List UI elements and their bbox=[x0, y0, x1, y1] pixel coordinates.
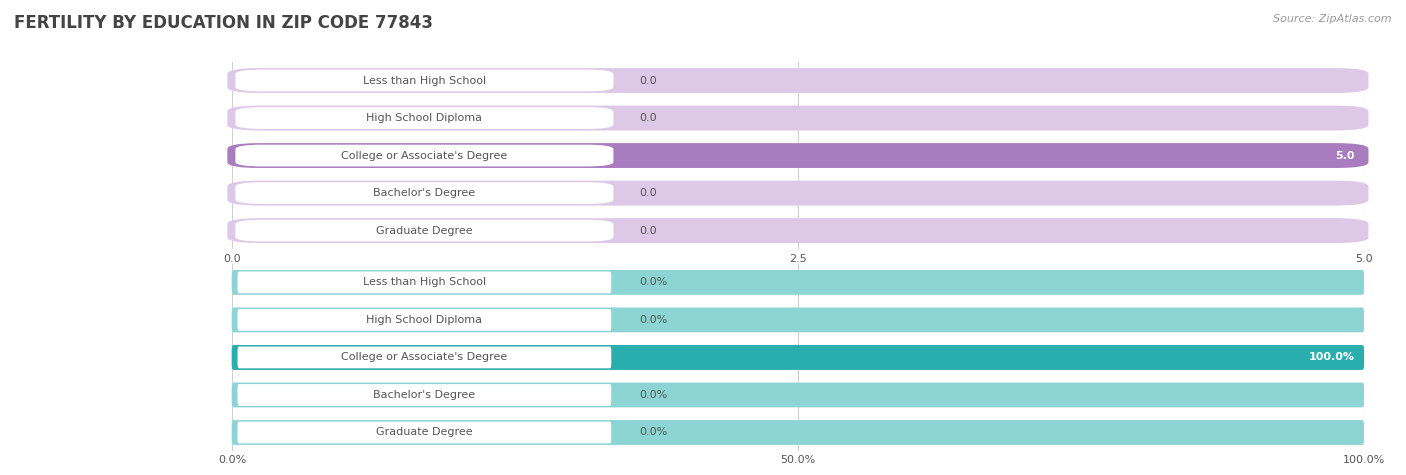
FancyBboxPatch shape bbox=[235, 107, 613, 129]
Text: 5.0: 5.0 bbox=[1336, 151, 1355, 161]
FancyBboxPatch shape bbox=[228, 143, 1368, 168]
FancyBboxPatch shape bbox=[228, 105, 1368, 131]
FancyBboxPatch shape bbox=[228, 180, 1368, 206]
FancyBboxPatch shape bbox=[235, 145, 613, 166]
FancyBboxPatch shape bbox=[228, 218, 1368, 243]
Text: Graduate Degree: Graduate Degree bbox=[375, 226, 472, 236]
Text: 0.0%: 0.0% bbox=[640, 428, 668, 437]
Text: 0.0: 0.0 bbox=[640, 113, 657, 123]
Text: 0.0: 0.0 bbox=[640, 226, 657, 236]
FancyBboxPatch shape bbox=[232, 382, 1364, 408]
Text: Less than High School: Less than High School bbox=[363, 277, 486, 287]
Text: High School Diploma: High School Diploma bbox=[367, 315, 482, 325]
FancyBboxPatch shape bbox=[238, 384, 612, 406]
FancyBboxPatch shape bbox=[228, 218, 1368, 243]
Text: Graduate Degree: Graduate Degree bbox=[375, 428, 472, 437]
FancyBboxPatch shape bbox=[232, 420, 1364, 445]
Text: 0.0: 0.0 bbox=[640, 188, 657, 198]
FancyBboxPatch shape bbox=[232, 270, 1364, 295]
FancyBboxPatch shape bbox=[232, 382, 1364, 408]
FancyBboxPatch shape bbox=[238, 272, 612, 293]
Text: FERTILITY BY EDUCATION IN ZIP CODE 77843: FERTILITY BY EDUCATION IN ZIP CODE 77843 bbox=[14, 14, 433, 32]
FancyBboxPatch shape bbox=[235, 70, 613, 91]
Text: College or Associate's Degree: College or Associate's Degree bbox=[342, 151, 508, 161]
FancyBboxPatch shape bbox=[228, 68, 1368, 93]
FancyBboxPatch shape bbox=[238, 309, 612, 331]
FancyBboxPatch shape bbox=[235, 182, 613, 204]
FancyBboxPatch shape bbox=[232, 345, 1364, 370]
FancyBboxPatch shape bbox=[232, 420, 1364, 445]
Text: Bachelor's Degree: Bachelor's Degree bbox=[374, 188, 475, 198]
Text: Bachelor's Degree: Bachelor's Degree bbox=[374, 390, 475, 400]
Text: 0.0%: 0.0% bbox=[640, 315, 668, 325]
FancyBboxPatch shape bbox=[232, 307, 1364, 332]
FancyBboxPatch shape bbox=[232, 345, 1364, 370]
FancyBboxPatch shape bbox=[238, 347, 612, 368]
Text: Less than High School: Less than High School bbox=[363, 76, 486, 86]
FancyBboxPatch shape bbox=[232, 270, 1364, 295]
Text: 0.0%: 0.0% bbox=[640, 277, 668, 287]
Text: Source: ZipAtlas.com: Source: ZipAtlas.com bbox=[1274, 14, 1392, 24]
FancyBboxPatch shape bbox=[228, 143, 1368, 168]
FancyBboxPatch shape bbox=[228, 105, 1368, 131]
FancyBboxPatch shape bbox=[228, 143, 1368, 168]
FancyBboxPatch shape bbox=[228, 180, 1368, 206]
Text: 0.0%: 0.0% bbox=[640, 390, 668, 400]
FancyBboxPatch shape bbox=[232, 345, 1364, 370]
Text: College or Associate's Degree: College or Associate's Degree bbox=[342, 352, 508, 362]
Text: 0.0: 0.0 bbox=[640, 76, 657, 86]
FancyBboxPatch shape bbox=[228, 68, 1368, 93]
Text: High School Diploma: High School Diploma bbox=[367, 113, 482, 123]
FancyBboxPatch shape bbox=[232, 307, 1364, 332]
Text: 100.0%: 100.0% bbox=[1309, 352, 1355, 362]
FancyBboxPatch shape bbox=[235, 220, 613, 241]
FancyBboxPatch shape bbox=[238, 422, 612, 443]
